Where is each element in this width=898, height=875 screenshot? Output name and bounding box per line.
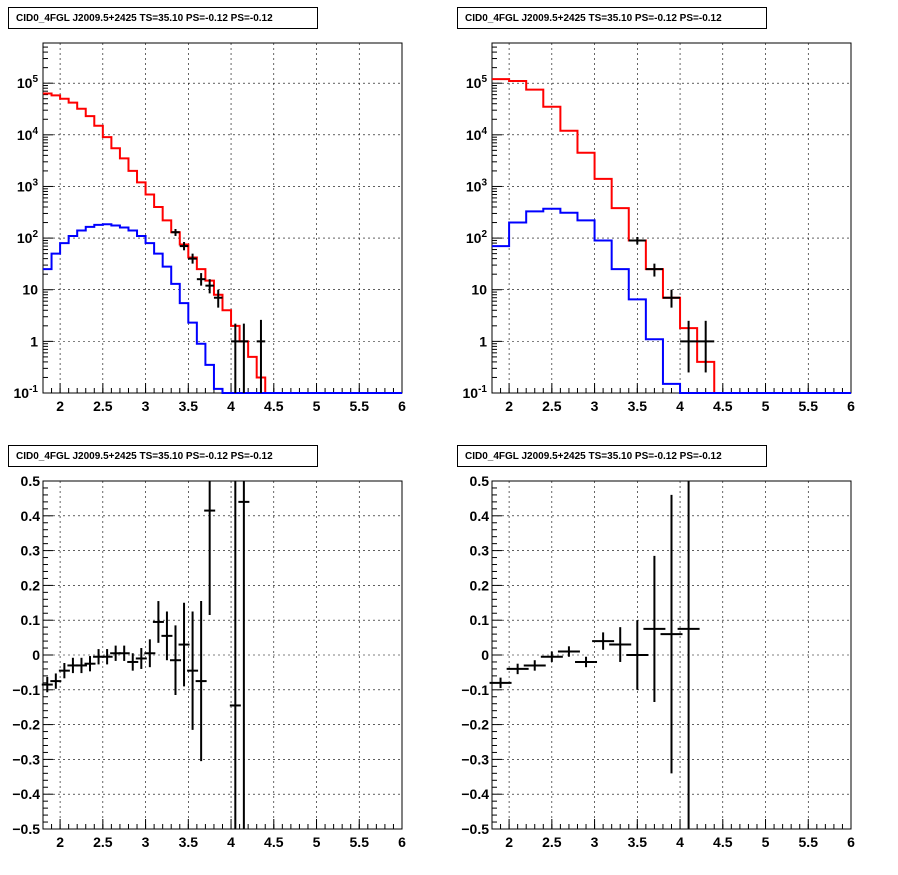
x-tick-label: 3.5 [179, 834, 199, 850]
source-model-histogram [43, 223, 402, 394]
x-tick-label: 2.5 [93, 398, 113, 414]
y-tick-label: 104 [17, 126, 39, 143]
x-tick-label: 6 [847, 834, 855, 850]
model-total-histogram [43, 92, 402, 394]
y-tick-label: −0.3 [461, 751, 489, 767]
y-tick-label: 0.5 [21, 473, 41, 489]
y-tick-label: 0.2 [21, 577, 41, 593]
x-tick-label: 6 [847, 398, 855, 414]
y-tick-label: 105 [17, 74, 39, 91]
x-tick-label: 2.5 [542, 398, 562, 414]
y-tick-label: 10-1 [14, 384, 39, 401]
y-tick-label: 102 [17, 229, 39, 246]
x-tick-label: 5.5 [350, 398, 370, 414]
x-tick-label: 2 [505, 398, 513, 414]
x-tick-label: 4 [227, 398, 235, 414]
x-tick-label: 3 [142, 398, 150, 414]
x-tick-label: 5 [762, 398, 770, 414]
x-tick-label: 5.5 [799, 398, 819, 414]
x-tick-label: 5.5 [799, 834, 819, 850]
y-tick-label: 1 [479, 333, 487, 349]
x-tick-label: 3 [591, 834, 599, 850]
panel-title-2: CID0_4FGL J2009.5+2425 TS=35.10 PS=-0.12… [457, 7, 767, 29]
x-tick-label: 3 [142, 834, 150, 850]
x-tick-label: 2 [56, 834, 64, 850]
x-tick-label: 2.5 [542, 834, 562, 850]
plot-frame [42, 42, 403, 394]
y-tick-label: 0.5 [470, 473, 490, 489]
panel-1: 10-1 102 103 104 105 [14, 42, 403, 401]
plot-frame [491, 42, 852, 394]
panel-2: 10-1 102 103 104 105 [463, 42, 852, 401]
panel-title-1: CID0_4FGL J2009.5+2425 TS=35.10 PS=-0.12… [8, 7, 318, 29]
y-tick-label: 0.2 [470, 577, 490, 593]
y-tick-label: 0.4 [470, 508, 490, 524]
model-total-histogram [492, 78, 851, 394]
y-tick-label: 10 [22, 282, 38, 298]
x-tick-label: 2 [56, 398, 64, 414]
y-tick-label: −0.3 [12, 751, 40, 767]
y-tick-label: 0.3 [470, 543, 490, 559]
y-tick-label: −0.4 [461, 786, 489, 802]
source-model-histogram [492, 207, 851, 394]
panel-title-4: CID0_4FGL J2009.5+2425 TS=35.10 PS=-0.12… [457, 445, 767, 467]
x-tick-label: 2 [505, 834, 513, 850]
y-tick-label: −0.1 [461, 682, 489, 698]
y-tick-label: −0.5 [12, 821, 40, 837]
x-tick-label: 3.5 [628, 834, 648, 850]
x-tick-label: 4.5 [713, 398, 733, 414]
x-tick-label: 3.5 [628, 398, 648, 414]
y-tick-label: 0.4 [21, 508, 41, 524]
y-tick-label: 102 [466, 229, 488, 246]
x-tick-label: 6 [398, 834, 406, 850]
x-tick-label: 4.5 [264, 834, 284, 850]
x-tick-label: 4 [227, 834, 235, 850]
x-tick-label: 3 [591, 398, 599, 414]
panel-4 [489, 480, 852, 830]
y-tick-label: 103 [466, 177, 488, 194]
y-tick-label: 0 [32, 647, 40, 663]
panel-3 [41, 480, 403, 830]
y-tick-label: −0.2 [12, 717, 40, 733]
x-tick-label: 3.5 [179, 398, 199, 414]
x-tick-label: 4 [676, 398, 684, 414]
x-tick-label: 5.5 [350, 834, 370, 850]
y-tick-label: 103 [17, 177, 39, 194]
x-tick-label: 4.5 [264, 398, 284, 414]
y-tick-label: 0.3 [21, 543, 41, 559]
y-tick-label: −0.4 [12, 786, 40, 802]
y-tick-label: 0.1 [470, 612, 490, 628]
y-tick-label: 10-1 [463, 384, 488, 401]
y-tick-label: 1 [30, 333, 38, 349]
y-tick-label: −0.5 [461, 821, 489, 837]
x-tick-label: 4 [676, 834, 684, 850]
panel-title-3: CID0_4FGL J2009.5+2425 TS=35.10 PS=-0.12… [8, 445, 318, 467]
y-tick-label: 0 [481, 647, 489, 663]
x-tick-label: 4.5 [713, 834, 733, 850]
x-tick-label: 5 [313, 834, 321, 850]
y-tick-label: 10 [471, 282, 487, 298]
y-tick-label: 105 [466, 74, 488, 91]
plot-frame [491, 480, 852, 830]
x-tick-label: 5 [762, 834, 770, 850]
y-tick-label: −0.1 [12, 682, 40, 698]
y-tick-label: 104 [466, 126, 488, 143]
x-tick-label: 6 [398, 398, 406, 414]
x-tick-label: 2.5 [93, 834, 113, 850]
y-tick-label: 0.1 [21, 612, 41, 628]
x-tick-label: 5 [313, 398, 321, 414]
y-tick-label: −0.2 [461, 717, 489, 733]
plot-frame [42, 480, 403, 830]
